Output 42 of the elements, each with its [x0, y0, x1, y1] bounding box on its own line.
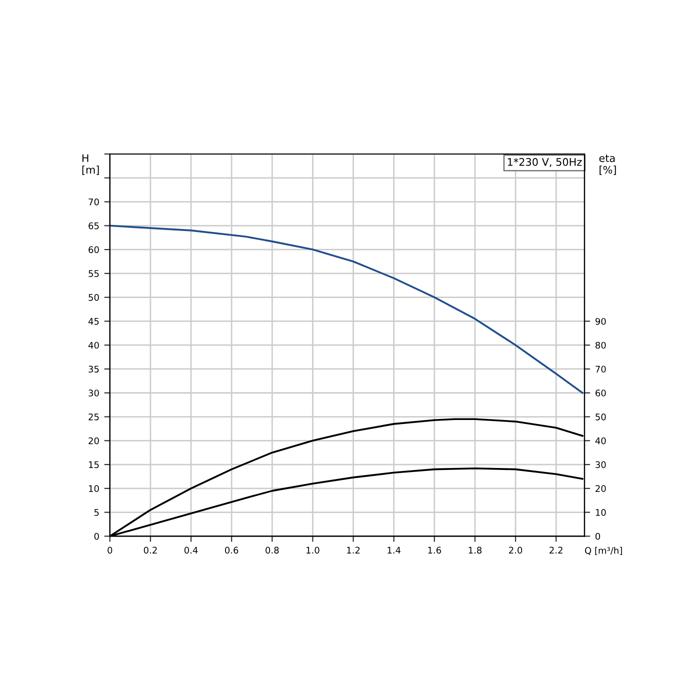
y-tick-label: 55 [88, 270, 99, 277]
x-tick-label: 0.8 [266, 546, 279, 554]
x-tick-label: 0 [108, 546, 112, 554]
y-tick-label: 20 [88, 437, 99, 444]
y-tick-label: 70 [88, 198, 99, 206]
y2-axis-title: eta [%] [599, 154, 616, 175]
x-tick-label: 2.0 [509, 546, 522, 554]
y-tick-label: 35 [88, 366, 99, 373]
y-tick-label: 5 [94, 509, 99, 516]
line-series [110, 224, 584, 394]
y-tick-label: 0 [94, 532, 99, 540]
y-tick-label: 50 [88, 294, 99, 301]
x-tick-label: 2.2 [550, 546, 562, 554]
y-tick-label: 30 [88, 390, 99, 396]
x-tick-label: 1.4 [388, 546, 401, 554]
y2-tick-label: 70 [596, 366, 606, 373]
y2-tick-label: 10 [596, 509, 606, 516]
y-tick-label: 15 [88, 461, 99, 468]
y2-tick-label: 30 [596, 461, 606, 468]
x-tick-label: 1.0 [306, 546, 320, 554]
y2-tick-label: 60 [596, 390, 606, 396]
x-tick-label: 1.2 [347, 546, 360, 554]
y2-tick-label: 90 [595, 318, 606, 325]
y-tick-label: 60 [88, 246, 99, 254]
y2-tick-label: 50 [596, 413, 606, 420]
y-tick-label: 10 [88, 485, 99, 492]
y-tick-label: 65 [88, 222, 99, 230]
y-tick-label: 45 [88, 318, 99, 325]
y2-tick-label: 0 [596, 532, 600, 540]
annotation: 1*230 V, 50Hz [508, 158, 582, 167]
x-tick-label: 0.4 [184, 546, 198, 554]
y-tick-label: 25 [88, 413, 99, 420]
y-axis-title: H [m] [82, 154, 99, 175]
x-tick-label: 0.2 [144, 546, 157, 554]
x-axis-title: Q [m³/h] [585, 546, 622, 555]
x-tick-label: 1.8 [468, 546, 482, 554]
y-tick-label: 40 [88, 342, 99, 349]
y2-tick-label: 80 [596, 342, 606, 349]
y2-tick-label: 40 [595, 437, 606, 444]
x-tick-label: 1.6 [428, 546, 442, 554]
x-tick-label: 0.6 [225, 546, 238, 554]
y2-tick-label: 20 [596, 485, 606, 492]
